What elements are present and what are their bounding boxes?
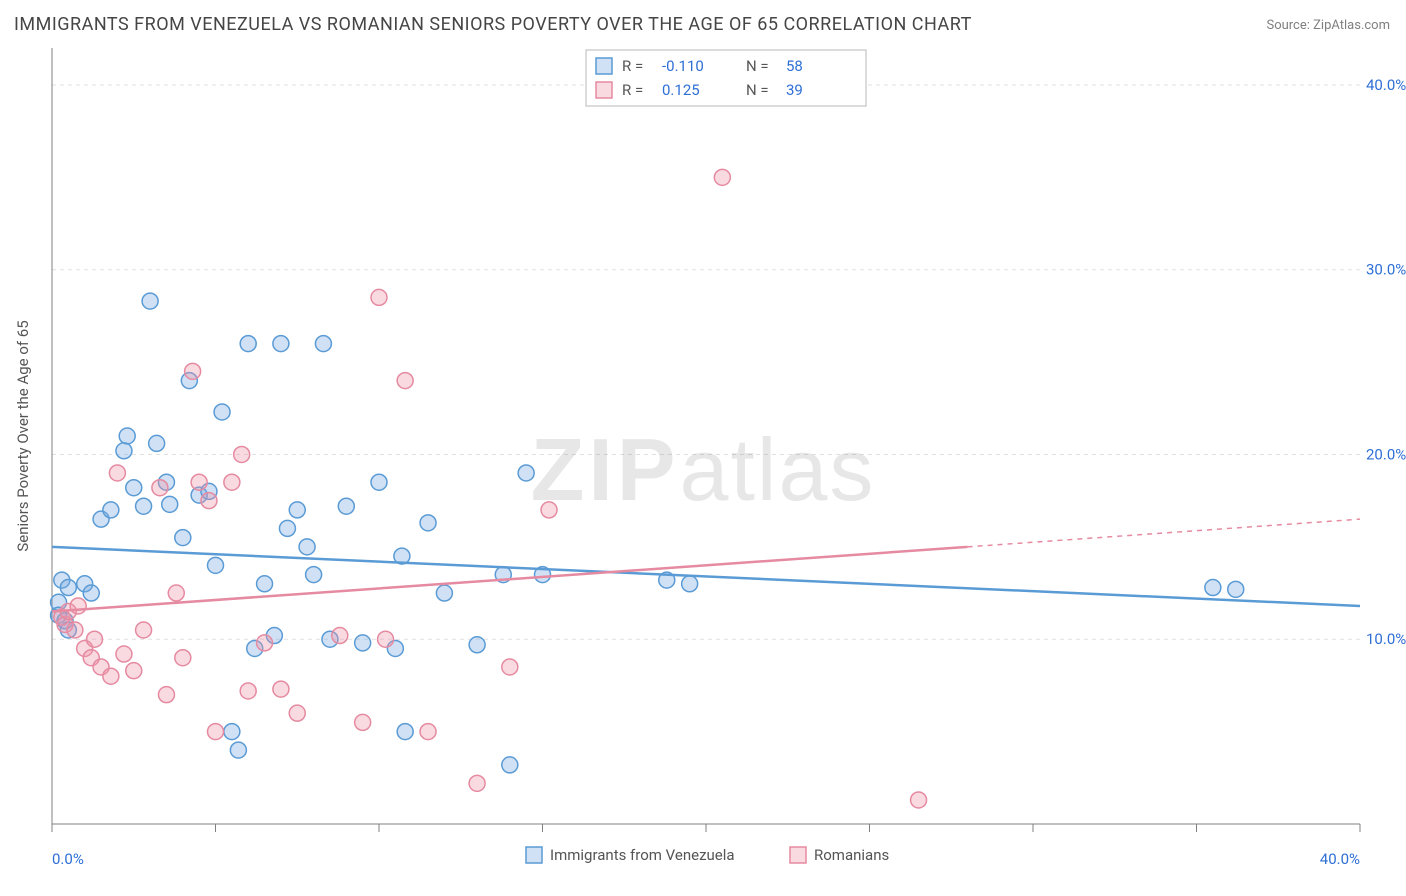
scatter-point-romanians <box>714 169 730 185</box>
x-tick-label-start: 0.0% <box>52 850 84 868</box>
scatter-point-venezuela <box>1228 581 1244 597</box>
legend-swatch-romanians <box>596 82 612 98</box>
scatter-point-venezuela <box>126 480 142 496</box>
scatter-point-venezuela <box>257 576 273 592</box>
scatter-point-romanians <box>289 705 305 721</box>
scatter-point-romanians <box>234 446 250 462</box>
scatter-point-venezuela <box>315 336 331 352</box>
legend-r-label: R = <box>622 57 643 75</box>
scatter-point-romanians <box>541 502 557 518</box>
scatter-point-venezuela <box>306 567 322 583</box>
y-axis-title: Seniors Poverty Over the Age of 65 <box>14 320 32 551</box>
scatter-point-venezuela <box>502 757 518 773</box>
source-attribution: Source: ZipAtlas.com <box>1266 18 1390 33</box>
scatter-point-venezuela <box>214 404 230 420</box>
bottom-legend-label-venezuela: Immigrants from Venezuela <box>550 846 735 864</box>
scatter-point-romanians <box>158 687 174 703</box>
scatter-point-romanians <box>332 628 348 644</box>
scatter-point-romanians <box>397 373 413 389</box>
x-tick-label-end: 40.0% <box>1320 850 1360 868</box>
scatter-point-venezuela <box>436 585 452 601</box>
scatter-point-venezuela <box>142 293 158 309</box>
legend-r-value-romanians: 0.125 <box>662 81 700 99</box>
scatter-point-romanians <box>175 650 191 666</box>
scatter-point-romanians <box>168 585 184 601</box>
scatter-point-venezuela <box>83 585 99 601</box>
scatter-point-romanians <box>371 289 387 305</box>
scatter-point-romanians <box>911 792 927 808</box>
scatter-point-venezuela <box>289 502 305 518</box>
y-tick-label: 30.0% <box>1366 261 1406 279</box>
scatter-point-venezuela <box>60 580 76 596</box>
scatter-point-romanians <box>378 631 394 647</box>
scatter-point-romanians <box>126 663 142 679</box>
correlation-chart: 10.0% 20.0% 30.0% 40.0% 0.0% 40.0% Seniors Pov… <box>0 48 1406 892</box>
scatter-point-romanians <box>152 480 168 496</box>
legend-n-label: N = <box>746 57 769 75</box>
scatter-point-venezuela <box>420 515 436 531</box>
bottom-legend-label-romanians: Romanians <box>814 846 889 864</box>
legend-r-label: R = <box>622 81 643 99</box>
legend-n-value-romanians: 39 <box>786 81 803 99</box>
scatter-point-romanians <box>208 724 224 740</box>
scatter-point-venezuela <box>224 724 240 740</box>
scatter-point-venezuela <box>1205 580 1221 596</box>
legend-n-label: N = <box>746 81 769 99</box>
trendline-romanians <box>52 547 968 612</box>
y-tick-label: 10.0% <box>1366 630 1406 648</box>
scatter-point-romanians <box>224 474 240 490</box>
source-label: Source: <box>1266 18 1313 33</box>
scatter-point-romanians <box>502 659 518 675</box>
scatter-point-venezuela <box>175 530 191 546</box>
scatter-point-romanians <box>136 622 152 638</box>
y-tick-label: 20.0% <box>1366 445 1406 463</box>
scatter-point-romanians <box>67 622 83 638</box>
scatter-point-venezuela <box>240 336 256 352</box>
scatter-point-venezuela <box>116 443 132 459</box>
scatter-point-romanians <box>103 668 119 684</box>
scatter-point-romanians <box>87 631 103 647</box>
scatter-point-romanians <box>201 493 217 509</box>
scatter-point-venezuela <box>149 435 165 451</box>
legend-n-value-venezuela: 58 <box>786 57 803 75</box>
scatter-point-romanians <box>257 635 273 651</box>
legend-r-value-venezuela: -0.110 <box>662 57 704 75</box>
scatter-point-venezuela <box>162 496 178 512</box>
legend-swatch-venezuela <box>596 58 612 74</box>
scatter-point-romanians <box>355 714 371 730</box>
source-value: ZipAtlas.com <box>1313 18 1390 33</box>
scatter-point-venezuela <box>338 498 354 514</box>
scatter-point-venezuela <box>119 428 135 444</box>
bottom-legend-swatch-romanians <box>790 847 806 863</box>
scatter-point-venezuela <box>397 724 413 740</box>
scatter-point-venezuela <box>136 498 152 514</box>
scatter-point-venezuela <box>371 474 387 490</box>
scatter-point-romanians <box>240 683 256 699</box>
scatter-point-romanians <box>191 474 207 490</box>
scatter-point-romanians <box>273 681 289 697</box>
scatter-point-venezuela <box>273 336 289 352</box>
scatter-point-venezuela <box>103 502 119 518</box>
bottom-legend-swatch-venezuela <box>526 847 542 863</box>
scatter-point-venezuela <box>682 576 698 592</box>
scatter-point-venezuela <box>230 742 246 758</box>
scatter-point-romanians <box>420 724 436 740</box>
scatter-point-romanians <box>469 775 485 791</box>
scatter-point-venezuela <box>279 520 295 536</box>
scatter-point-romanians <box>109 465 125 481</box>
scatter-point-venezuela <box>299 539 315 555</box>
scatter-point-romanians <box>185 363 201 379</box>
scatter-point-romanians <box>116 646 132 662</box>
chart-title: IMMIGRANTS FROM VENEZUELA VS ROMANIAN SE… <box>14 14 972 35</box>
scatter-point-venezuela <box>518 465 534 481</box>
trendline-extrap-romanians <box>968 519 1360 547</box>
scatter-point-romanians <box>70 598 86 614</box>
scatter-point-venezuela <box>469 637 485 653</box>
y-tick-label: 40.0% <box>1366 76 1406 94</box>
chart-svg: 10.0% 20.0% 30.0% 40.0% 0.0% 40.0% Seniors Pov… <box>0 48 1406 892</box>
scatter-point-venezuela <box>355 635 371 651</box>
scatter-point-venezuela <box>208 557 224 573</box>
